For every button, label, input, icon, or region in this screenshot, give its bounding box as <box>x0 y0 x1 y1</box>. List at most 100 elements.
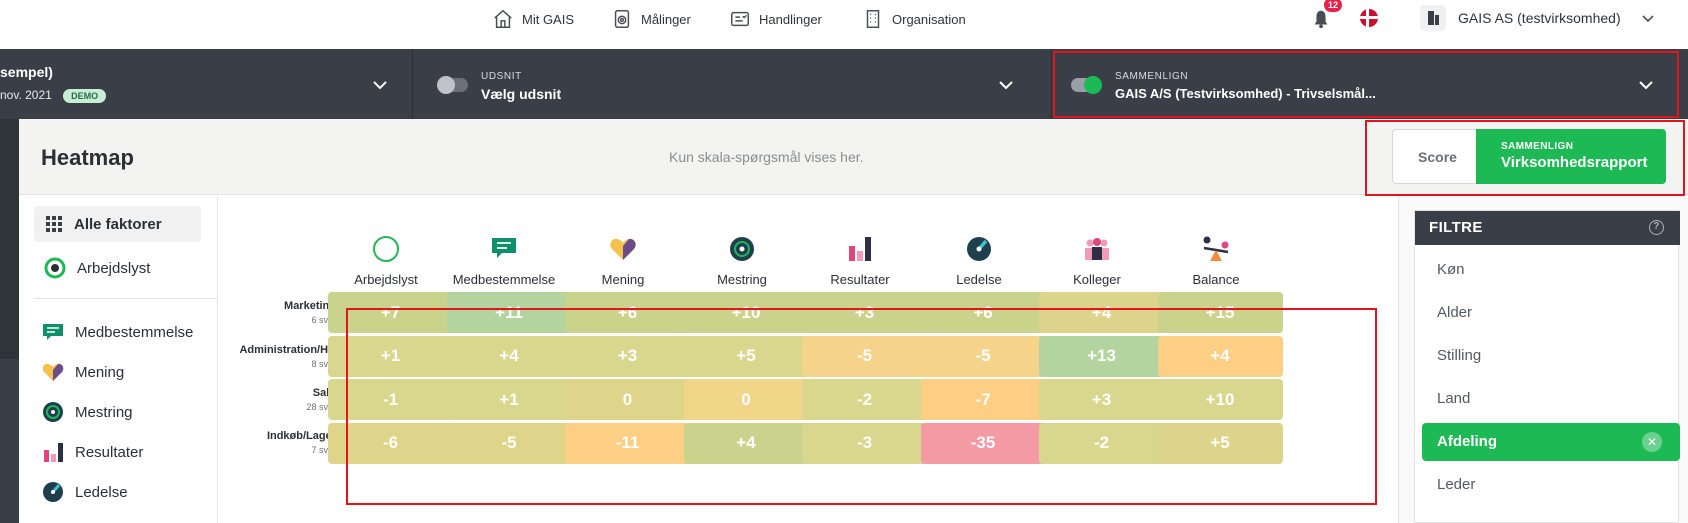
filter-box: FILTRE ? Køn Alder Stilling Land Afdelin… <box>1414 210 1680 523</box>
danish-flag-icon[interactable] <box>1360 9 1378 27</box>
filter-alder[interactable]: Alder <box>1437 304 1473 321</box>
heatmap-cell[interactable]: -2 <box>1039 422 1164 464</box>
nav-handlinger[interactable]: Handlinger <box>729 8 822 30</box>
row-label-indkob-lager: Indkøb/Lager 7 svar <box>218 430 336 455</box>
column-label: Medbestemmelse <box>452 272 556 287</box>
filter-stilling[interactable]: Stilling <box>1437 347 1482 364</box>
heatmap-cell[interactable]: +1 <box>328 335 453 377</box>
heatmap-cell[interactable]: -5 <box>446 422 572 464</box>
filter-kon[interactable]: Køn <box>1437 261 1465 278</box>
heatmap-cell[interactable]: +3 <box>802 292 927 333</box>
heatmap-cell[interactable]: -7 <box>920 379 1046 420</box>
nav-label: Organisation <box>892 11 966 27</box>
nav-malinger[interactable]: Målinger <box>611 8 691 30</box>
heatmap-cell[interactable]: -11 <box>565 422 690 464</box>
sammenlign-value: GAIS A/S (Testvirksomhed) - Trivselsmål.… <box>1115 86 1376 101</box>
filter-land[interactable]: Land <box>1437 390 1471 407</box>
heatmap-cell[interactable]: -1 <box>328 379 453 420</box>
heatmap-cell[interactable]: +4 <box>1039 292 1164 333</box>
medbestemmelse-icon <box>492 238 516 258</box>
heatmap-cell[interactable]: -6 <box>328 422 453 464</box>
heatmap-cell[interactable]: -3 <box>802 422 927 464</box>
resultater-icon <box>44 443 63 462</box>
notification-badge: 12 <box>1324 0 1342 12</box>
column-label: Kolleger <box>1073 272 1121 287</box>
heatmap-cell[interactable]: +15 <box>1157 292 1283 333</box>
column-label: Resultater <box>830 272 890 287</box>
company-selector[interactable]: GAIS AS (testvirksomhed) <box>1420 0 1655 36</box>
column-label: Mening <box>601 272 645 287</box>
row-label-salg: Salg 28 svar <box>218 387 336 412</box>
heatmap-cell[interactable]: +5 <box>683 335 809 377</box>
sammenlign-selector[interactable]: SAMMENLIGN GAIS A/S (Testvirksomhed) - T… <box>1053 49 1680 119</box>
bell-icon[interactable] <box>1310 8 1332 30</box>
heatmap-cell[interactable]: +6 <box>920 292 1046 333</box>
menu-label: Mestring <box>75 403 133 421</box>
column-label: Ledelse <box>956 272 1002 287</box>
menu-item-mestring[interactable]: Mestring <box>41 400 133 424</box>
nav-label: Målinger <box>641 11 691 27</box>
mestring-icon <box>43 402 63 422</box>
menu-item-all-factors[interactable]: Alle faktorer <box>34 206 201 242</box>
sammenlign-label: SAMMENLIGN <box>1115 71 1189 82</box>
close-icon[interactable]: ✕ <box>1642 432 1662 452</box>
heatmap-cell[interactable]: +3 <box>565 335 690 377</box>
nav-label: Handlinger <box>759 11 822 27</box>
survey-icon <box>614 10 630 28</box>
score-button[interactable]: Score <box>1392 129 1483 184</box>
heatmap-cell[interactable]: +4 <box>683 422 809 464</box>
heatmap-cell[interactable]: +7 <box>328 292 453 333</box>
heatmap-cell[interactable]: +10 <box>683 292 809 333</box>
measurement-date-line: nov. 2021 DEMO <box>0 88 107 103</box>
heatmap-cell[interactable]: -35 <box>920 422 1046 464</box>
heatmap-cell[interactable]: +1 <box>446 379 572 420</box>
menu-label: Ledelse <box>75 483 128 501</box>
chevron-down-icon <box>1642 15 1654 23</box>
heatmap-cell[interactable]: +5 <box>1157 422 1283 464</box>
heatmap-cell[interactable]: -5 <box>920 335 1046 377</box>
heatmap-cell[interactable]: 0 <box>565 379 690 420</box>
column-header-ledelse: Ledelse <box>915 234 1043 287</box>
mening-icon <box>42 363 64 381</box>
building-icon <box>1420 5 1446 31</box>
column-header-resultater: Resultater <box>796 234 924 287</box>
compare-report-button[interactable]: SAMMENLIGN Virksomhedsrapport <box>1476 129 1666 184</box>
left-sidebar-strip <box>0 119 19 523</box>
heatmap-cell[interactable]: +3 <box>1039 379 1164 420</box>
grid-icon <box>46 216 62 232</box>
nav-organisation[interactable]: Organisation <box>862 8 966 30</box>
heatmap-cell[interactable]: 0 <box>683 379 809 420</box>
help-icon[interactable]: ? <box>1649 220 1664 235</box>
heatmap-cell[interactable]: -5 <box>802 335 927 377</box>
menu-item-ledelse[interactable]: Ledelse <box>41 480 128 504</box>
compare-big-label: Virksomhedsrapport <box>1501 154 1648 171</box>
heatmap-cell[interactable]: +11 <box>446 292 572 333</box>
nav-mit-gais[interactable]: Mit GAIS <box>492 8 574 30</box>
filter-leder[interactable]: Leder <box>1437 476 1476 493</box>
udsnit-selector[interactable]: UDSNIT Vælg udsnit <box>414 49 1052 119</box>
column-label: Mestring <box>717 272 767 287</box>
column-label: Arbejdslyst <box>354 272 418 287</box>
heatmap-cell[interactable]: +10 <box>1157 379 1283 420</box>
heatmap-cell[interactable]: +4 <box>446 335 572 377</box>
heatmap-cell[interactable]: +13 <box>1039 335 1164 377</box>
column-label: Balance <box>1192 272 1240 287</box>
medbestemmelse-icon <box>43 324 63 340</box>
demo-badge: DEMO <box>63 88 107 103</box>
organisation-icon <box>866 10 880 28</box>
heatmap-cell[interactable]: +4 <box>1157 335 1283 377</box>
menu-item-mening[interactable]: Mening <box>41 360 124 384</box>
menu-divider <box>34 298 229 299</box>
factor-menu: Alle faktorer Arbejdslyst Medbestemmelse… <box>19 196 229 523</box>
heatmap-cell[interactable]: -2 <box>802 379 927 420</box>
filter-afdeling[interactable]: Afdeling ✕ <box>1422 423 1680 461</box>
measurement-selector[interactable]: sempel) nov. 2021 DEMO <box>0 49 413 119</box>
heatmap-cell[interactable]: +6 <box>565 292 690 333</box>
column-header-mening: Mening <box>559 234 687 287</box>
menu-item-arbejdslyst[interactable]: Arbejdslyst <box>43 256 150 280</box>
sammenlign-toggle[interactable] <box>1071 76 1102 94</box>
udsnit-toggle[interactable] <box>437 76 468 94</box>
menu-item-medbestemmelse[interactable]: Medbestemmelse <box>41 320 193 344</box>
menu-item-resultater[interactable]: Resultater <box>41 440 143 464</box>
filter-label: Afdeling <box>1437 433 1497 450</box>
